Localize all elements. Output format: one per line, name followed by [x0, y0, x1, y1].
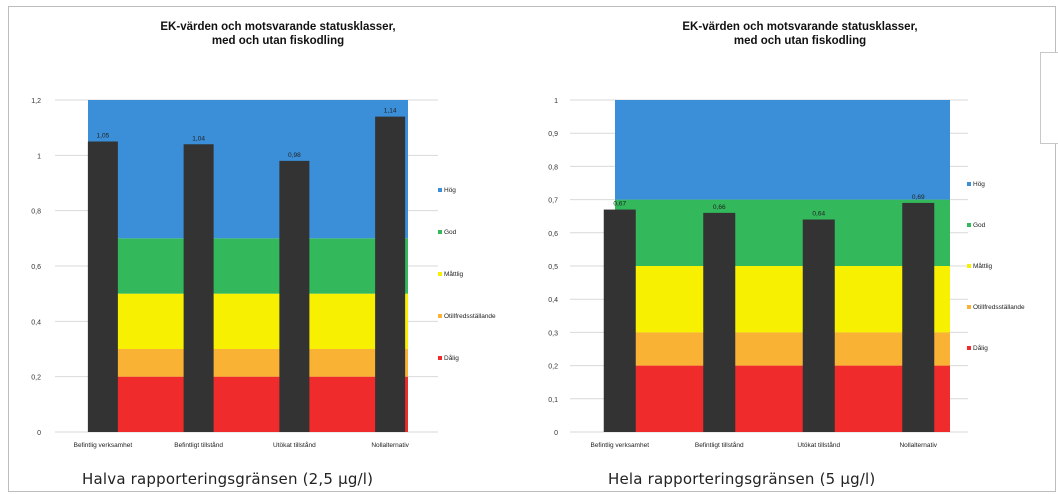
- left-ytick-label: 0,6: [31, 264, 41, 271]
- left-legend-swatch: [438, 230, 442, 234]
- right-ytick-label: 0,8: [548, 164, 558, 171]
- left-ytick-label: 1,2: [31, 98, 41, 105]
- legend-frame-partial: [1040, 52, 1058, 144]
- left-title-line: EK-värden och motsvarande statusklasser,: [160, 21, 395, 33]
- right-ytick-label: 0,5: [548, 264, 558, 271]
- left-legend-label: Dålig: [444, 354, 459, 362]
- left-data-label: 1,14: [384, 108, 397, 115]
- left-band-otillfredsstallande: [88, 349, 408, 377]
- left-legend-label: Hög: [444, 187, 456, 194]
- right-title-line: med och utan fiskodling: [734, 35, 866, 47]
- left-ytick-label: 0,4: [31, 319, 41, 326]
- left-xtick-label: Befintligt tillstånd: [174, 441, 223, 449]
- right-bar: [902, 202, 935, 432]
- right-legend-swatch: [967, 305, 971, 309]
- right-bar: [603, 209, 636, 432]
- left-band-maattlig: [88, 293, 408, 349]
- caption-right: Hela rapporteringsgränsen (5 µg/l): [608, 470, 876, 488]
- right-legend-swatch: [967, 223, 971, 227]
- right-data-label: 0,66: [713, 204, 726, 211]
- left-ytick-label: 0,8: [31, 209, 41, 216]
- chart-left: EK-värden och motsvarande statusklasser,…: [31, 21, 496, 449]
- right-ytick-label: 0,1: [548, 397, 558, 404]
- left-bar: [375, 116, 406, 432]
- left-ytick-label: 1: [37, 153, 41, 160]
- right-ytick-label: 0: [554, 430, 558, 437]
- left-band-dalig: [88, 376, 408, 432]
- right-ytick-label: 0,4: [548, 297, 558, 304]
- left-legend-swatch: [438, 356, 442, 360]
- right-ytick-label: 0,9: [548, 131, 558, 138]
- right-legend-label: Hög: [973, 181, 985, 188]
- left-title-line: med och utan fiskodling: [212, 35, 344, 47]
- left-band-god: [88, 238, 408, 294]
- right-xtick-label: Nollalternativ: [899, 442, 937, 449]
- right-legend-label: Otillfredsställande: [973, 304, 1025, 311]
- left-ytick-label: 0: [37, 430, 41, 437]
- caption-left: Halva rapporteringsgränsen (2,5 µg/l): [82, 470, 374, 488]
- right-legend-swatch: [967, 346, 971, 350]
- right-band-maattlig: [615, 266, 950, 333]
- right-title-line: EK-värden och motsvarande statusklasser,: [682, 21, 917, 33]
- left-legend-swatch: [438, 314, 442, 318]
- right-legend-label: Dålig: [973, 344, 988, 352]
- right-data-label: 0,69: [912, 194, 925, 201]
- right-legend-swatch: [967, 264, 971, 268]
- right-xtick-label: Befintlig verksamhet: [590, 442, 649, 449]
- left-data-label: 1,05: [97, 133, 110, 140]
- left-xtick-label: Utökat tillstånd: [273, 441, 316, 449]
- left-bar: [87, 141, 118, 432]
- left-legend-label: Otillfredsställande: [444, 313, 496, 320]
- right-band-otillfredsstallande: [615, 332, 950, 366]
- right-data-label: 0,67: [613, 201, 626, 208]
- right-ytick-label: 0,3: [548, 330, 558, 337]
- left-xtick-label: Befintlig verksamhet: [74, 442, 133, 449]
- left-bar: [279, 160, 310, 432]
- left-data-label: 1,04: [192, 135, 205, 142]
- right-bar: [802, 219, 835, 432]
- left-bar: [183, 144, 214, 432]
- right-bar: [703, 212, 736, 432]
- chart-right: EK-värden och motsvarande statusklasser,…: [548, 21, 1025, 449]
- right-ytick-label: 0,6: [548, 231, 558, 238]
- left-legend-swatch: [438, 272, 442, 276]
- right-xtick-label: Befintligt tillstånd: [695, 441, 744, 449]
- left-legend-swatch: [438, 188, 442, 192]
- left-legend-label: God: [444, 229, 457, 236]
- left-xtick-label: Nollalternativ: [371, 442, 409, 449]
- left-band-hog: [88, 100, 408, 239]
- right-legend-swatch: [967, 182, 971, 186]
- right-legend-label: God: [973, 222, 986, 229]
- right-data-label: 0,64: [812, 211, 825, 218]
- right-band-dalig: [615, 365, 950, 432]
- right-ytick-label: 0,2: [548, 364, 558, 371]
- right-ytick-label: 1: [554, 98, 558, 105]
- left-ytick-label: 0,2: [31, 375, 41, 382]
- right-xtick-label: Utökat tillstånd: [797, 441, 840, 449]
- left-legend-label: Måttlig: [444, 270, 464, 278]
- right-ytick-label: 0,7: [548, 198, 558, 205]
- left-data-label: 0,98: [288, 152, 301, 159]
- right-band-god: [615, 199, 950, 266]
- right-legend-label: Måttlig: [973, 262, 993, 270]
- right-band-hog: [615, 100, 950, 200]
